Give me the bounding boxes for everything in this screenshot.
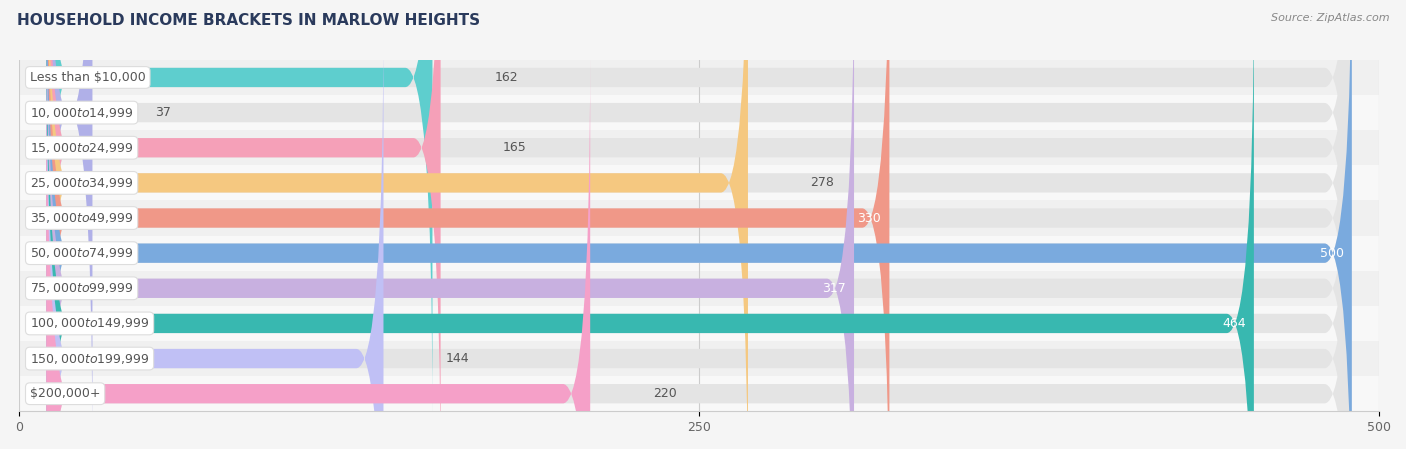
FancyBboxPatch shape bbox=[46, 0, 1351, 449]
Text: HOUSEHOLD INCOME BRACKETS IN MARLOW HEIGHTS: HOUSEHOLD INCOME BRACKETS IN MARLOW HEIG… bbox=[17, 13, 479, 28]
Bar bbox=[20, 306, 1379, 341]
Bar bbox=[20, 236, 1379, 271]
Text: 162: 162 bbox=[495, 71, 519, 84]
FancyBboxPatch shape bbox=[46, 52, 1351, 449]
Text: 278: 278 bbox=[810, 176, 834, 189]
Text: 330: 330 bbox=[858, 211, 882, 224]
Text: $25,000 to $34,999: $25,000 to $34,999 bbox=[30, 176, 134, 190]
Text: Source: ZipAtlas.com: Source: ZipAtlas.com bbox=[1271, 13, 1389, 23]
FancyBboxPatch shape bbox=[46, 0, 1351, 419]
FancyBboxPatch shape bbox=[46, 52, 591, 449]
Bar bbox=[20, 376, 1379, 411]
Text: 165: 165 bbox=[503, 141, 527, 154]
Bar bbox=[20, 95, 1379, 130]
Bar bbox=[20, 130, 1379, 165]
FancyBboxPatch shape bbox=[46, 0, 1351, 449]
Text: $150,000 to $199,999: $150,000 to $199,999 bbox=[30, 352, 149, 365]
Text: $10,000 to $14,999: $10,000 to $14,999 bbox=[30, 106, 134, 119]
Bar bbox=[20, 271, 1379, 306]
FancyBboxPatch shape bbox=[46, 17, 384, 449]
Bar bbox=[20, 60, 1379, 95]
Bar bbox=[20, 200, 1379, 236]
FancyBboxPatch shape bbox=[46, 0, 433, 419]
FancyBboxPatch shape bbox=[46, 0, 748, 449]
Text: $200,000+: $200,000+ bbox=[30, 387, 100, 400]
FancyBboxPatch shape bbox=[46, 0, 1351, 449]
Text: $35,000 to $49,999: $35,000 to $49,999 bbox=[30, 211, 134, 225]
Text: 37: 37 bbox=[155, 106, 172, 119]
FancyBboxPatch shape bbox=[46, 0, 1254, 449]
FancyBboxPatch shape bbox=[46, 0, 890, 449]
Text: $50,000 to $74,999: $50,000 to $74,999 bbox=[30, 246, 134, 260]
Text: 144: 144 bbox=[446, 352, 470, 365]
Text: 500: 500 bbox=[1320, 247, 1344, 260]
FancyBboxPatch shape bbox=[46, 0, 440, 449]
Bar bbox=[20, 341, 1379, 376]
Bar bbox=[20, 165, 1379, 200]
FancyBboxPatch shape bbox=[46, 17, 1351, 449]
Text: 220: 220 bbox=[652, 387, 676, 400]
FancyBboxPatch shape bbox=[46, 0, 1351, 449]
FancyBboxPatch shape bbox=[46, 0, 1351, 449]
Text: 464: 464 bbox=[1222, 317, 1246, 330]
Text: $100,000 to $149,999: $100,000 to $149,999 bbox=[30, 317, 149, 330]
FancyBboxPatch shape bbox=[46, 0, 1351, 449]
FancyBboxPatch shape bbox=[46, 0, 1351, 449]
Text: $15,000 to $24,999: $15,000 to $24,999 bbox=[30, 141, 134, 155]
FancyBboxPatch shape bbox=[46, 0, 1351, 449]
Text: Less than $10,000: Less than $10,000 bbox=[30, 71, 146, 84]
FancyBboxPatch shape bbox=[46, 0, 93, 449]
Text: $75,000 to $99,999: $75,000 to $99,999 bbox=[30, 281, 134, 295]
Text: 317: 317 bbox=[823, 282, 846, 295]
FancyBboxPatch shape bbox=[46, 0, 853, 449]
